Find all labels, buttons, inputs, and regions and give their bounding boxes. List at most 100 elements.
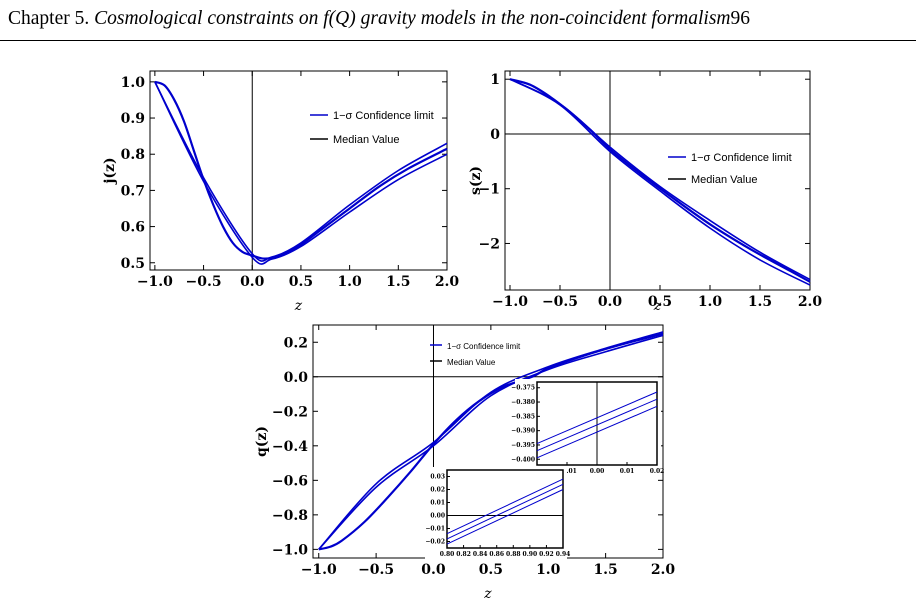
chart-s: −1.0 −0.5 0.0 0.5 1.0 1.5 2.0 −2 −1 0 1 s(z) z 1−σ Co… [468,70,823,314]
x-tick-label: 1.0 [337,274,362,290]
confidence-lower-line [318,334,664,550]
inset-y-tick-label: −0.385 [511,413,535,420]
x-tick-label: 1.5 [593,562,617,578]
inset-curve-line [446,478,564,535]
chapter-title: Cosmological constraints on f(Q) gravity… [94,8,731,29]
y-tick-label: −2 [479,236,500,252]
y-tick-label: 0.2 [284,335,308,351]
legend: 1−σ Confidence limit Median Value [310,110,434,146]
x-axis-label: z [483,586,492,602]
x-tick-label: −0.5 [358,562,394,578]
y-tick-label: 0.7 [121,183,145,199]
median-line [318,332,664,551]
inset-y-tick-label: −0.375 [511,385,535,392]
page-number: 96 [730,8,751,29]
confidence-upper-line [509,78,811,281]
y-axis-label: q(z) [254,426,270,457]
chapter-heading: Chapter 5. Cosmological constraints on f… [8,8,750,30]
x-tick-label: 1.0 [536,562,561,578]
y-tick-label: −1 [479,182,500,198]
x-axis-label: z [653,298,662,314]
inset-y-tick-label: −0.400 [511,456,535,463]
median-line [154,80,448,260]
inset-curve-line [446,489,564,545]
x-tick-label: −1.0 [137,274,173,290]
y-tick-label: 0.6 [121,220,145,236]
page-header: Chapter 5. Cosmological constraints on f… [0,0,916,44]
inset-x-tick-label: 0.86 [489,551,504,558]
legend-median-label: Median Value [447,358,496,367]
x-tick-label: 2.0 [435,274,460,290]
legend: 1−σ Confidence limit Median Value [668,152,792,186]
y-tick-label: 1 [490,72,500,88]
y-tick-label: 0 [490,127,500,143]
x-tick-label: −0.5 [542,294,578,310]
x-tick-label: 0.5 [648,294,672,310]
legend-median-label: Median Value [691,174,757,186]
y-tick-label: 0.0 [284,370,309,386]
y-tick-label: −1.0 [272,542,308,558]
inset-x-tick-label: 0.94 [556,551,571,558]
x-tick-label: 1.5 [748,294,772,310]
inset-y-tick-label: 0.00 [430,513,445,520]
x-tick-label: 0.0 [240,274,265,290]
inset-y-tick-label: −0.380 [511,399,535,406]
plot-frame [149,70,448,271]
x-tick-label: −1.0 [301,562,337,578]
x-tick-label: 1.5 [386,274,410,290]
inset-curve-line [536,398,658,452]
y-tick-label: 0.9 [121,111,145,127]
x-tick-label: 1.0 [698,294,723,310]
y-axis-label: j(z) [102,157,118,185]
y-tick-label: 1.0 [121,75,146,91]
y-tick-label: 0.5 [121,256,145,272]
inset-q_inset_transition: 0.80 0.82 0.84 0.86 0.88 0.90 0.92 0.94 −0.02 −0.… [425,467,570,559]
x-tick-label: 0.5 [479,562,503,578]
x-tick-label: −1.0 [492,294,528,310]
y-tick-label: −0.4 [272,439,308,455]
y-tick-label: −0.6 [272,473,308,489]
y-tick-label: 0.8 [121,147,145,163]
inset-x-tick-label: 0.02 [650,468,665,475]
x-tick-label: 2.0 [651,562,676,578]
inset-x-tick-label: 0.82 [456,551,471,558]
inset-x-tick-label: 0.80 [440,551,455,558]
inset-y-tick-label: −0.02 [425,539,445,546]
x-tick-label: 0.0 [421,562,446,578]
legend-confidence-label: 1−σ Confidence limit [447,342,521,351]
inset-x-tick-label: 0.84 [473,551,488,558]
inset-curve-line [446,483,564,540]
inset-curve-line [536,391,658,444]
header-rule [0,40,916,41]
inset-x-tick-label: 0.01 [620,468,635,475]
x-axis-label: z [294,298,303,314]
inset-y-tick-label: −0.390 [511,428,535,435]
legend-median-label: Median Value [333,134,399,146]
x-tick-label: 2.0 [798,294,823,310]
y-tick-label: −0.2 [272,404,308,420]
inset-y-tick-label: 0.02 [430,487,445,494]
inset-x-tick-label: 0.90 [523,551,538,558]
inset-frame [446,469,564,549]
x-tick-label: 0.0 [598,294,623,310]
y-axis-label: s(z) [468,166,484,195]
confidence-lower-line [509,78,811,286]
inset-q_inset_zero: −0.02−0.010.000.010.02−0.400−0.395−0.390… [511,379,664,476]
inset-x-tick-label: 0.92 [539,551,554,558]
y-tick-label: −0.8 [272,508,308,524]
inset-y-tick-label: −0.395 [511,442,535,449]
legend-confidence-label: 1−σ Confidence limit [333,110,434,122]
x-tick-label: −0.5 [186,274,222,290]
chart-j: −1.0 −0.5 0.0 0.5 1.0 1.5 2.0 0.5 0.6 0.7 0.8 0.9 1.… [102,70,460,314]
legend: 1−σ Confidence limit Median Value [430,342,521,367]
inset-y-tick-label: 0.03 [430,474,445,481]
plot-frame [504,70,811,291]
inset-curve-line [536,405,658,459]
inset-x-tick-label: 0.88 [506,551,521,558]
inset-y-tick-label: −0.01 [425,526,445,533]
inset-y-tick-label: 0.01 [430,500,445,507]
chapter-prefix: Chapter 5. [8,8,90,29]
median-line [509,78,811,283]
inset-background [515,379,661,476]
